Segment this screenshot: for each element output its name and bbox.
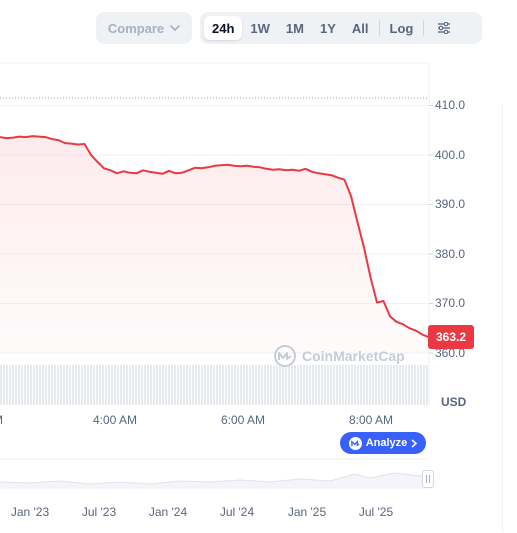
x-tick-label: 8:00 AM xyxy=(348,413,394,427)
range-1m-button[interactable]: 1M xyxy=(285,20,304,36)
price-area-fill xyxy=(0,136,429,353)
range-1w-button[interactable]: 1W xyxy=(250,20,270,36)
navigator-label: Jan '24 xyxy=(148,505,188,519)
x-tick-label: 6:00 AM xyxy=(220,413,266,427)
x-tick-label: 4:00 AM xyxy=(92,413,138,427)
y-axis xyxy=(429,104,433,354)
chevron-down-icon xyxy=(170,25,180,31)
compare-dropdown[interactable]: Compare xyxy=(96,12,192,44)
navigator-drag-handle[interactable] xyxy=(422,470,434,488)
y-tick-label: 370.0 xyxy=(435,296,466,311)
y-tick-label: 360.0 xyxy=(435,346,466,360)
sliders-icon xyxy=(438,22,451,34)
panel-divider xyxy=(502,104,503,532)
navigator-label: Jul '25 xyxy=(358,505,394,519)
watermark-text: CoinMarketCap xyxy=(302,348,405,364)
log-scale-button[interactable]: Log xyxy=(389,20,414,36)
time-range-selector: 24h 1W 1M 1Y All Log xyxy=(200,12,482,44)
range-1y-button[interactable]: 1Y xyxy=(319,20,336,36)
analyze-label: Analyze xyxy=(365,437,408,449)
navigator-label: Jan '23 xyxy=(10,505,50,519)
last-price-badge: 363.2 xyxy=(428,325,474,349)
x-tick-label: M xyxy=(0,413,3,427)
y-tick-label: 400.0 xyxy=(435,147,466,162)
analyze-button[interactable]: Analyze xyxy=(340,432,426,454)
y-tick-label: 390.0 xyxy=(435,197,466,212)
range-all-button[interactable]: All xyxy=(351,20,369,36)
navigator-label: Jul '23 xyxy=(81,505,117,519)
navigator-line xyxy=(0,472,430,485)
divider xyxy=(378,20,380,36)
volume-bars xyxy=(0,365,429,405)
navigator-area xyxy=(0,473,429,488)
price-line xyxy=(0,135,430,339)
coinmarketcap-logo-icon xyxy=(348,436,362,450)
navigator-label: Jul '24 xyxy=(219,505,255,519)
y-tick-label: 380.0 xyxy=(435,246,466,261)
navigator-label: Jan '25 xyxy=(287,505,327,519)
coinmarketcap-watermark: CoinMarketCap xyxy=(274,345,405,367)
chevron-right-icon xyxy=(411,438,418,448)
divider xyxy=(423,20,425,36)
y-tick-label: 410.0 xyxy=(435,98,466,113)
currency-label: USD xyxy=(441,395,467,409)
chart-settings-button[interactable] xyxy=(426,16,462,40)
chart-toolbar: Compare 24h 1W 1M 1Y All Log xyxy=(96,12,482,44)
coinmarketcap-logo-icon xyxy=(274,345,296,367)
compare-label: Compare xyxy=(107,20,165,36)
range-24h-button[interactable]: 24h xyxy=(204,16,243,40)
